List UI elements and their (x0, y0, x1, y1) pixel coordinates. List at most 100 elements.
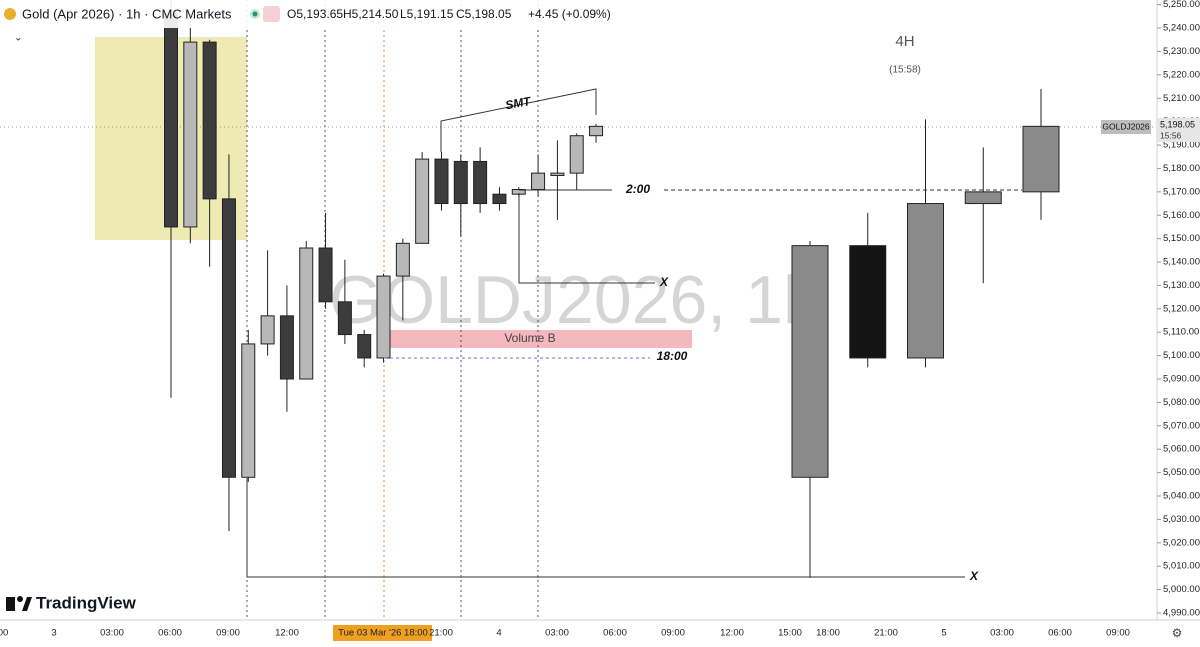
y-tick-label: 5,040.00 (1163, 491, 1200, 502)
ohlc-value: +4.45 (+0.09%) (528, 7, 611, 21)
y-tick-label: 5,000.00 (1163, 584, 1200, 595)
candle-body (964, 191, 1002, 205)
y-tick-label: 5,230.00 (1163, 46, 1200, 57)
ohlc-value: O5,193.65 (287, 7, 343, 21)
y-tick-label: 5,180.00 (1163, 163, 1200, 174)
candle-body (318, 247, 333, 303)
candle-body (453, 160, 468, 205)
candle-body (907, 203, 944, 359)
candle-body (241, 343, 256, 478)
y-tick-label: 5,030.00 (1163, 514, 1200, 525)
y-tick-label: 5,120.00 (1163, 303, 1200, 314)
annotation: X (969, 569, 979, 583)
x-tick-label: Tue 03 Mar '26 18:00 (338, 628, 428, 639)
y-tick-label: 5,050.00 (1163, 467, 1200, 478)
ohlc-value: C5,198.05 (456, 7, 512, 21)
candle-body (434, 158, 449, 205)
data-icon (263, 6, 280, 22)
x-tick-label: 5 (941, 628, 946, 639)
x-tick-label: 06:00 (1048, 628, 1072, 639)
y-tick-label: 5,060.00 (1163, 444, 1200, 455)
candle-body (376, 275, 391, 359)
candle-body (183, 41, 198, 228)
x-tick-label: 21:00 (429, 628, 453, 639)
candle-body (164, 13, 178, 228)
y-tick-label: 5,070.00 (1163, 420, 1200, 431)
annotation-lines (246, 88, 1022, 578)
annotation: 18:00 (657, 349, 688, 363)
x-tick-label: 15:00 (778, 628, 802, 639)
y-tick-label: 5,250.00 (1163, 0, 1200, 10)
x-tick-label: 21:00 (874, 628, 898, 639)
status-dot (252, 11, 258, 17)
price-tag-text: 5,198.05 (1160, 119, 1195, 129)
symbol-title[interactable]: Gold (Apr 2026) · 1h · CMC Markets (22, 6, 232, 21)
symbol-tag-text: GOLDJ2026 (1102, 121, 1150, 131)
symbol-icon (4, 8, 16, 20)
x-tick-label: 3 (51, 628, 56, 639)
candle-body (569, 135, 584, 174)
annotation: 4H (895, 33, 914, 50)
ohlc: O5,193.65 H5,214.50 L5,191.15 C5,198.05 +4.4… (287, 7, 611, 21)
candle-body (589, 125, 604, 137)
ohlc-value: L5,191.15 (400, 7, 454, 21)
collapse-chevron[interactable]: ⌄ (14, 33, 22, 44)
watermark: GOLDJ2026, 1h (329, 262, 820, 338)
y-axis: 5,250.00 5,240.00 5,230.00 5,220.00 5,210.00… (1157, 0, 1200, 618)
x-tick-label: 00 (0, 628, 8, 639)
candle-body (260, 315, 275, 345)
x-tick-label: 03:00 (100, 628, 124, 639)
x-tick-label: 06:00 (158, 628, 182, 639)
candle-body (337, 301, 352, 336)
annotation: (15:58) (889, 65, 921, 76)
symbol-tag (1101, 120, 1151, 134)
y-tick-label: 5,140.00 (1163, 257, 1200, 268)
candle-body (395, 242, 410, 277)
candle-body (299, 247, 314, 380)
candle-body (415, 158, 430, 244)
y-tick-label: 5,210.00 (1163, 93, 1200, 104)
candle-body (492, 193, 507, 205)
annotation: 2:00 (625, 182, 650, 196)
x-tick-label: 4 (496, 628, 501, 639)
annotation: Volume B (504, 331, 555, 345)
candle-body (791, 245, 829, 478)
candle-body (221, 198, 236, 478)
brand[interactable]: TradingView (36, 593, 137, 612)
ohlc-value: H5,214.50 (343, 7, 399, 21)
x-tick-label: 18:00 (816, 628, 840, 639)
candle-body (1022, 125, 1060, 193)
x-tick-label: 12:00 (720, 628, 744, 639)
y-tick-label: 4,990.00 (1163, 607, 1200, 618)
y-tick-label: 5,110.00 (1163, 327, 1199, 338)
candle-body (279, 315, 294, 380)
candle-body (550, 172, 565, 176)
candle-body (473, 160, 488, 205)
x-tick-label: 09:00 (661, 628, 685, 639)
candles (164, 0, 1060, 578)
settings-icon[interactable]: ⚙ (1172, 626, 1183, 640)
x-tick-label: 03:00 (990, 628, 1014, 639)
y-tick-label: 5,020.00 (1163, 537, 1200, 548)
y-tick-label: 5,010.00 (1163, 561, 1200, 572)
price-tag (1157, 118, 1200, 142)
candle-body (531, 172, 546, 191)
annotation: SMT (504, 94, 533, 112)
x-tick-label: 03:00 (545, 628, 569, 639)
x-tick-label: 09:00 (1106, 628, 1130, 639)
candle-body (357, 334, 372, 359)
y-tick-label: 5,100.00 (1163, 350, 1200, 361)
y-tick-label: 5,170.00 (1163, 186, 1200, 197)
y-tick-label: 5,130.00 (1163, 280, 1200, 291)
zone-volume (384, 330, 692, 348)
header-bg (0, 0, 600, 28)
annotations: SMT 2:00 18:00 X X 4H (15:58) Volume B (504, 33, 979, 583)
y-tick-label: 5,240.00 (1163, 23, 1200, 34)
y-tick-label: 5,090.00 (1163, 374, 1200, 385)
y-tick-label: 5,160.00 (1163, 210, 1200, 221)
candle-body (202, 41, 217, 200)
y-tick-label: 5,150.00 (1163, 233, 1200, 244)
candle-body (849, 245, 887, 359)
y-tick-label: 5,080.00 (1163, 397, 1200, 408)
